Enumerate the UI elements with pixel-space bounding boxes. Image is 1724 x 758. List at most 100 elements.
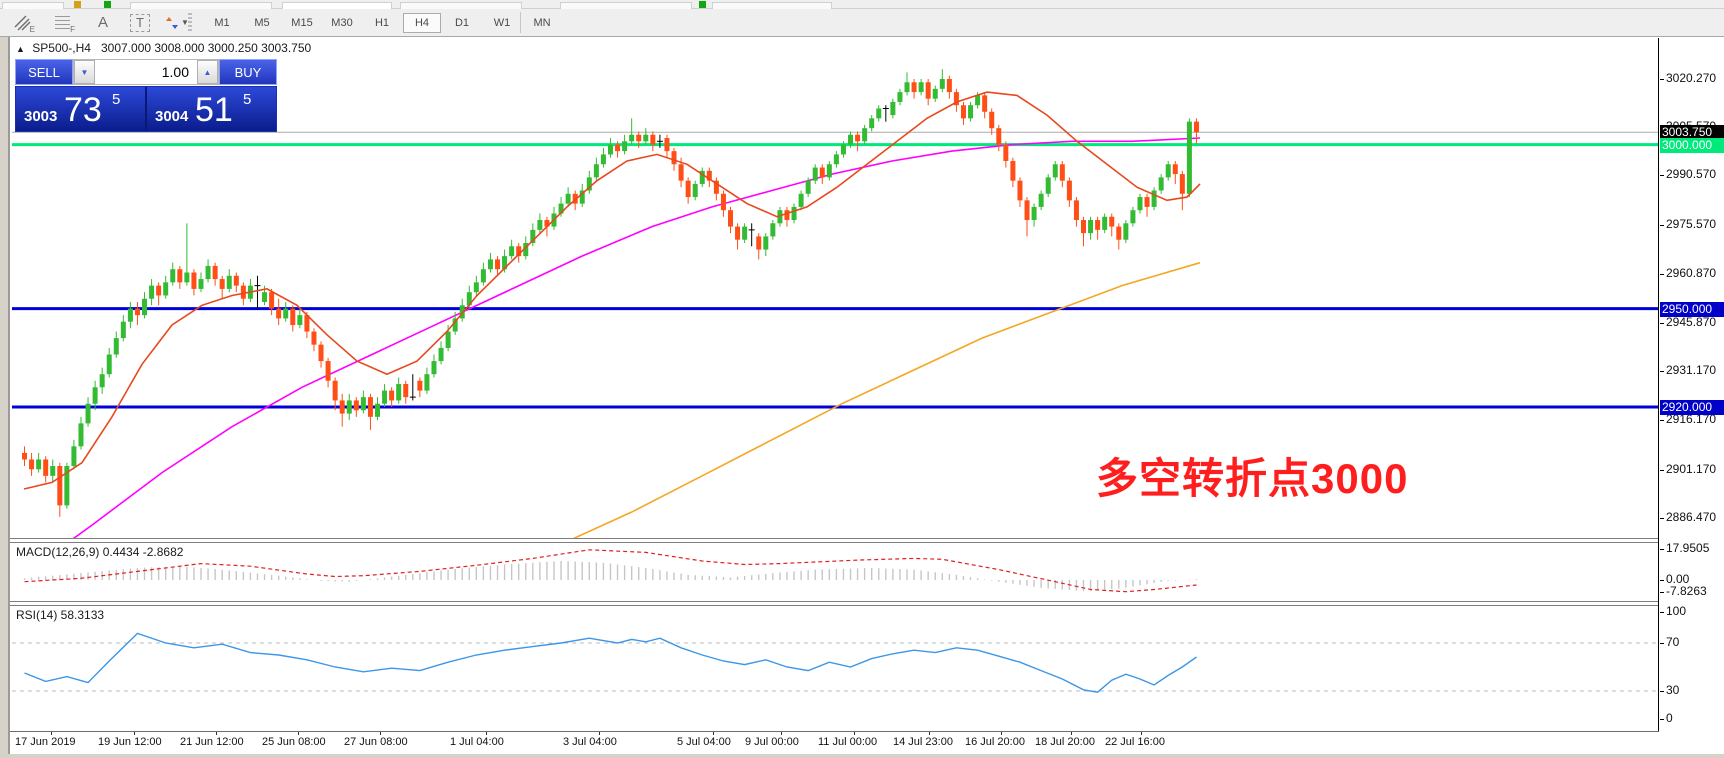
candle-body: [692, 183, 698, 198]
volume-input[interactable]: 1.00: [95, 60, 197, 84]
toolbar-search-fragment[interactable]: [282, 2, 392, 9]
text-box-icon[interactable]: T: [130, 13, 150, 32]
candle-body: [71, 446, 77, 467]
price-tick-label: 2960.870: [1660, 266, 1716, 280]
candle-body: [1179, 174, 1185, 194]
candle-body: [502, 256, 508, 270]
axis-tick: [1660, 719, 1664, 720]
toolbar-fragment[interactable]: [2, 2, 64, 9]
candle-body: [424, 374, 430, 391]
timeframe-button-d1[interactable]: D1: [454, 16, 470, 29]
timeframe-button-m1[interactable]: M1: [214, 16, 230, 29]
timeframe-button-m30[interactable]: M30: [331, 16, 353, 29]
indicator-dot-yellow: [74, 1, 81, 8]
arrange-objects-icon[interactable]: ▼: [164, 12, 190, 34]
timeframe-button-w1[interactable]: W1: [493, 16, 511, 29]
time-axis-tick: [216, 732, 217, 735]
axis-tick: [1660, 79, 1664, 80]
volume-increase-button[interactable]: ▲: [197, 60, 218, 84]
time-tick-label: 25 Jun 08:00: [262, 736, 326, 748]
candle-body: [848, 134, 854, 145]
toolbar-fragment[interactable]: [400, 2, 522, 9]
timeframe-button-m15[interactable]: M15: [291, 16, 313, 29]
candle-body: [311, 331, 317, 345]
candle-body: [389, 390, 395, 401]
candle-body: [523, 242, 529, 257]
rsi-label: RSI(14) 58.3133: [16, 608, 105, 622]
time-axis-tick: [134, 732, 135, 735]
candle-body: [798, 193, 804, 207]
candle-body: [170, 269, 176, 283]
axis-tick: [1660, 612, 1664, 613]
pane-separator[interactable]: [10, 601, 1659, 606]
candle-body: [92, 387, 98, 404]
candle-body: [784, 210, 790, 221]
grid-icon[interactable]: F: [50, 12, 76, 34]
price-chart-canvas[interactable]: [12, 38, 1658, 538]
timeframe-button-m5[interactable]: M5: [254, 16, 270, 29]
toolbar-fragment[interactable]: [130, 2, 272, 9]
candle-body: [862, 128, 868, 142]
axis-tick: [1660, 323, 1664, 324]
candle-body: [1066, 180, 1072, 201]
candle-body: [805, 180, 811, 194]
candle-body: [22, 452, 27, 460]
chevron-down-icon[interactable]: ▼: [181, 18, 189, 27]
pane-separator[interactable]: [10, 538, 1659, 543]
time-tick-label: 21 Jun 12:00: [180, 736, 244, 748]
candle-body: [579, 190, 585, 204]
time-axis[interactable]: 17 Jun 2019 19 Jun 12:00 21 Jun 12:00 25 Ju…: [10, 731, 1659, 753]
candle-body: [43, 459, 49, 476]
rsi-canvas[interactable]: [12, 604, 1658, 731]
candle-body: [459, 305, 465, 319]
candle-body: [1151, 190, 1157, 207]
candle-body: [403, 384, 409, 398]
axis-tick: [1660, 518, 1664, 519]
candle-body: [728, 210, 733, 227]
candle-body: [904, 82, 910, 93]
time-axis-tick: [298, 732, 299, 735]
ask-quote[interactable]: 3004 51 5: [147, 87, 276, 131]
macd-canvas[interactable]: [12, 541, 1658, 601]
candle-body: [375, 403, 380, 417]
draw-tools-icon[interactable]: E: [10, 12, 36, 34]
chart-title: ▲ SP500-,H4 3007.000 3008.000 3000.250 3…: [16, 41, 311, 55]
candle-body: [615, 144, 621, 152]
timeframe-button-h4[interactable]: H4: [403, 12, 441, 33]
candle-body: [480, 269, 486, 283]
axis-tick: [1660, 549, 1664, 550]
collapse-arrow-icon[interactable]: ▲: [16, 44, 25, 54]
toolbar-drag-handle[interactable]: [188, 13, 192, 33]
bid-quote[interactable]: 3003 73 5: [16, 87, 147, 131]
text-label-icon[interactable]: A: [97, 14, 108, 31]
candle-body: [297, 315, 303, 325]
candle-body: [367, 397, 373, 417]
time-axis-tick: [929, 732, 930, 735]
toolbar-fragment[interactable]: [560, 2, 692, 9]
top-toolbar-clipped: [0, 0, 1724, 9]
time-tick-label: 5 Jul 04:00: [677, 736, 731, 748]
candle-body: [826, 164, 832, 178]
candle-body: [636, 134, 642, 142]
timeframe-button-mn[interactable]: MN: [533, 16, 551, 29]
price-axis[interactable]: [1659, 37, 1724, 754]
buy-button[interactable]: BUY: [219, 59, 277, 85]
timeframe-button-h1[interactable]: H1: [374, 16, 390, 29]
candle-body: [1088, 220, 1094, 234]
moving-average-line: [72, 137, 1201, 538]
candle-body: [742, 226, 748, 240]
time-tick-label: 17 Jun 2019: [15, 736, 76, 748]
price-tick-label: 2945.870: [1660, 315, 1716, 329]
candle-body: [219, 279, 225, 289]
volume-decrease-button[interactable]: ▼: [74, 60, 95, 84]
candle-body: [791, 206, 797, 221]
candle-body: [544, 220, 550, 227]
candle-body: [932, 88, 938, 99]
candle-body: [50, 466, 56, 476]
candle-body: [360, 397, 366, 411]
sell-button[interactable]: SELL: [15, 59, 73, 85]
candle-body: [142, 298, 148, 316]
candle-body: [975, 95, 981, 106]
toolbar-fragment[interactable]: [712, 2, 832, 9]
candle-body: [325, 361, 331, 381]
